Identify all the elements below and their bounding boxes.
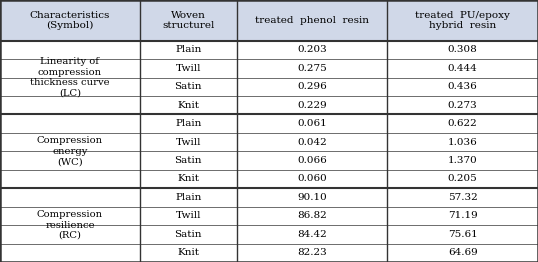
Bar (140, 0, 237, 41)
Text: Compression
resilience
(RC): Compression resilience (RC) (37, 210, 103, 240)
Text: Plain: Plain (175, 193, 202, 202)
Text: Twill: Twill (175, 211, 201, 220)
Text: Plain: Plain (175, 119, 202, 128)
Text: Compression
energy
(WC): Compression energy (WC) (37, 137, 103, 166)
Text: 84.42: 84.42 (297, 230, 327, 239)
Text: Characteristics
(Symbol): Characteristics (Symbol) (30, 10, 110, 30)
Text: Twill: Twill (175, 138, 201, 146)
Text: Satin: Satin (174, 82, 202, 91)
Text: 71.19: 71.19 (448, 211, 478, 220)
Text: treated  phenol  resin: treated phenol resin (255, 16, 369, 25)
Text: Linearity of
compression
thickness curve
(LC): Linearity of compression thickness curve… (30, 57, 110, 98)
Text: 0.444: 0.444 (448, 64, 478, 73)
Text: 82.23: 82.23 (297, 248, 327, 257)
Text: 75.61: 75.61 (448, 230, 478, 239)
Text: 0.066: 0.066 (297, 156, 327, 165)
Text: 1.036: 1.036 (448, 138, 478, 146)
Text: 0.622: 0.622 (448, 119, 478, 128)
Text: Plain: Plain (175, 45, 202, 54)
Text: 0.275: 0.275 (297, 64, 327, 73)
Text: 57.32: 57.32 (448, 193, 478, 202)
Text: treated  PU/epoxy
hybrid  resin: treated PU/epoxy hybrid resin (415, 10, 510, 30)
Text: 0.203: 0.203 (297, 45, 327, 54)
Text: 0.308: 0.308 (448, 45, 478, 54)
Text: 0.296: 0.296 (297, 82, 327, 91)
Text: Twill: Twill (175, 64, 201, 73)
Text: Knit: Knit (178, 248, 199, 257)
Bar (237, 0, 387, 41)
Text: 0.273: 0.273 (448, 101, 478, 110)
Text: 0.061: 0.061 (297, 119, 327, 128)
Text: Satin: Satin (174, 230, 202, 239)
Text: 0.436: 0.436 (448, 82, 478, 91)
Bar (387, 0, 538, 41)
Text: Satin: Satin (174, 156, 202, 165)
Text: Woven
structurel: Woven structurel (162, 10, 215, 30)
Text: 64.69: 64.69 (448, 248, 478, 257)
Bar (0, 0, 140, 41)
Text: Knit: Knit (178, 101, 199, 110)
Text: 1.370: 1.370 (448, 156, 478, 165)
Text: Knit: Knit (178, 174, 199, 183)
Text: 90.10: 90.10 (297, 193, 327, 202)
Text: 0.229: 0.229 (297, 101, 327, 110)
Text: 86.82: 86.82 (297, 211, 327, 220)
Text: 0.060: 0.060 (297, 174, 327, 183)
Text: 0.205: 0.205 (448, 174, 478, 183)
Text: 0.042: 0.042 (297, 138, 327, 146)
Bar (0, 41, 538, 262)
